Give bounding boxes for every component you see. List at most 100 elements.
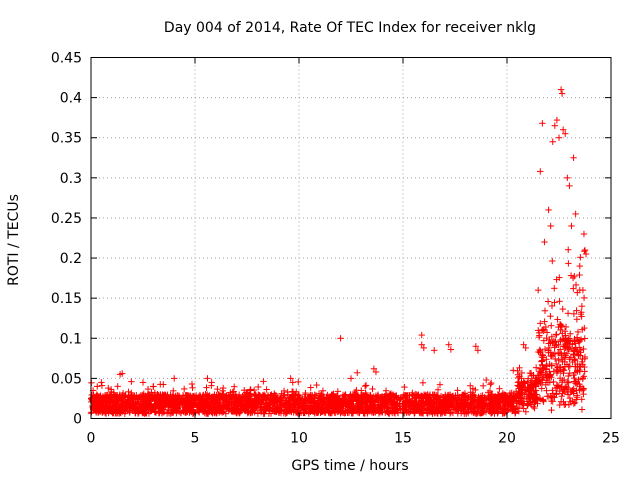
data-point [514,374,522,382]
data-point [549,339,556,346]
data-point [558,392,565,400]
data-point [107,386,115,393]
data-point [447,346,455,353]
data-point [458,394,465,401]
data-point [447,401,454,408]
data-point [301,393,308,401]
data-point [414,392,421,399]
data-point [338,408,345,415]
data-point [248,393,255,400]
data-point [431,347,438,354]
data-point [98,402,106,410]
data-point [391,405,398,413]
data-point [249,407,256,415]
data-point [496,397,503,405]
data-point [265,404,272,411]
data-point [566,363,574,370]
data-point [119,392,126,399]
data-point [574,328,582,336]
data-point [213,392,220,399]
data-point [523,391,530,398]
data-point [532,398,539,406]
data-point [495,393,502,400]
data-point [434,386,442,393]
data-point [361,382,369,390]
data-point [262,407,270,415]
data-point [397,394,405,401]
data-point [576,262,583,270]
data-point [502,395,510,402]
data-point [416,408,423,416]
data-point [172,397,179,404]
data-point [478,403,486,410]
data-point [317,399,325,407]
data-point [140,397,147,404]
x-tick-label: 20 [498,431,516,447]
data-point [425,392,433,400]
data-point [135,398,142,406]
data-point [295,391,303,399]
data-point [516,373,523,380]
data-point [236,406,244,413]
data-point [441,396,448,404]
data-point [577,254,584,261]
data-point [505,401,513,408]
data-point [482,408,490,416]
data-point [182,392,189,399]
data-point [510,367,517,374]
data-point [556,387,563,395]
data-point [459,400,466,408]
data-point [356,401,363,408]
data-point [557,326,564,334]
data-point [282,404,290,411]
data-point [472,343,479,350]
y-tick-label: 0.45 [51,51,82,67]
data-point [93,394,101,402]
data-points [87,86,590,417]
data-point [101,409,109,417]
data-point [404,396,412,403]
data-point [582,250,590,258]
data-point [150,383,157,390]
data-point [390,398,397,406]
data-point [400,391,408,398]
data-point [579,374,587,382]
data-point [524,375,532,382]
y-tick-label: 0.05 [51,371,82,387]
data-point [362,382,370,389]
data-point [554,316,561,323]
data-point [464,408,472,415]
data-point [144,385,152,393]
data-point [189,384,196,392]
data-point [260,378,267,385]
y-tick-label: 0.25 [51,211,82,227]
data-point [532,397,540,404]
data-point [383,408,391,416]
data-point [121,410,128,417]
data-point [562,344,569,352]
data-point [391,394,398,401]
data-point [309,408,317,415]
data-point [581,368,588,375]
data-point [498,391,506,399]
data-point [372,368,380,376]
data-point [474,398,482,406]
data-point [130,396,138,403]
data-point [577,311,585,318]
data-point [364,410,371,417]
data-point [143,410,150,417]
data-point [171,375,178,382]
data-point [557,86,565,93]
data-point [142,409,149,416]
data-point [303,408,310,415]
data-point [513,399,520,406]
data-point [244,389,251,396]
y-tick-label: 0.2 [60,251,82,267]
data-point [367,392,374,399]
data-point [293,408,301,416]
data-point [334,400,342,407]
axis-ticks [90,57,612,419]
data-point [537,379,544,387]
data-point [577,336,585,343]
data-point [135,407,142,415]
